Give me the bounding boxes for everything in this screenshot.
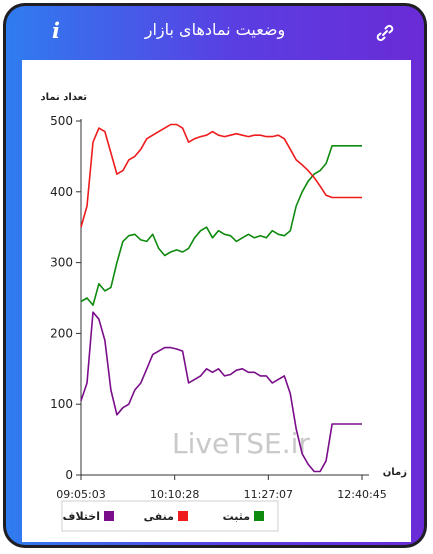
legend-swatch-2 [104,511,114,521]
card-header: i وضعیت نمادهای بازار [6,6,424,58]
axes [80,119,369,476]
x-ticks: 09:05:03 10:10:28 11:27:07 12:40:45 [56,475,387,501]
card-title: وضعیت نمادهای بازار [144,20,286,39]
chart-card: i وضعیت نمادهای بازار LiveTSE.ir تعداد ن… [3,3,427,548]
watermark: LiveTSE.ir [172,427,310,460]
legend-box [61,500,279,532]
x-tick-label: 09:05:03 [56,488,105,501]
y-ticks: 0 100 200 300 400 500 [50,114,81,482]
y-tick-label: 300 [50,256,73,270]
series-line-1 [80,123,362,228]
legend-label-1: منفی [144,510,174,523]
link-icon[interactable] [374,22,396,44]
y-tick-label: 400 [50,185,73,199]
series-lines [80,123,362,473]
x-tick-label: 11:27:07 [244,488,293,501]
legend-swatch-1 [178,511,188,521]
chart-panel: LiveTSE.ir تعداد نماد زمان 0 100 200 300 400… [22,60,411,542]
x-tick-label: 10:10:28 [150,488,199,501]
x-tick-label: 12:40:45 [337,488,386,501]
series-line-2 [80,311,362,473]
legend-label-0: مثبت [223,510,250,523]
legend-label-2: اختلاف [63,510,100,523]
market-status-chart: LiveTSE.ir تعداد نماد زمان 0 100 200 300 400… [40,92,407,532]
link-icon-glyph [376,24,394,42]
card-body: i وضعیت نمادهای بازار LiveTSE.ir تعداد ن… [6,6,424,545]
y-axis-label: تعداد نماد [40,92,87,103]
x-axis-label: زمان [383,467,407,478]
y-tick-label: 500 [50,114,73,128]
legend-swatch-0 [254,511,264,521]
series-line-0 [80,145,362,306]
y-tick-label: 200 [50,326,73,340]
y-tick-label: 100 [50,397,73,411]
info-icon[interactable]: i [52,18,60,43]
y-tick-label: 0 [65,468,73,482]
legend: مثبت منفی اختلاف [61,500,279,532]
